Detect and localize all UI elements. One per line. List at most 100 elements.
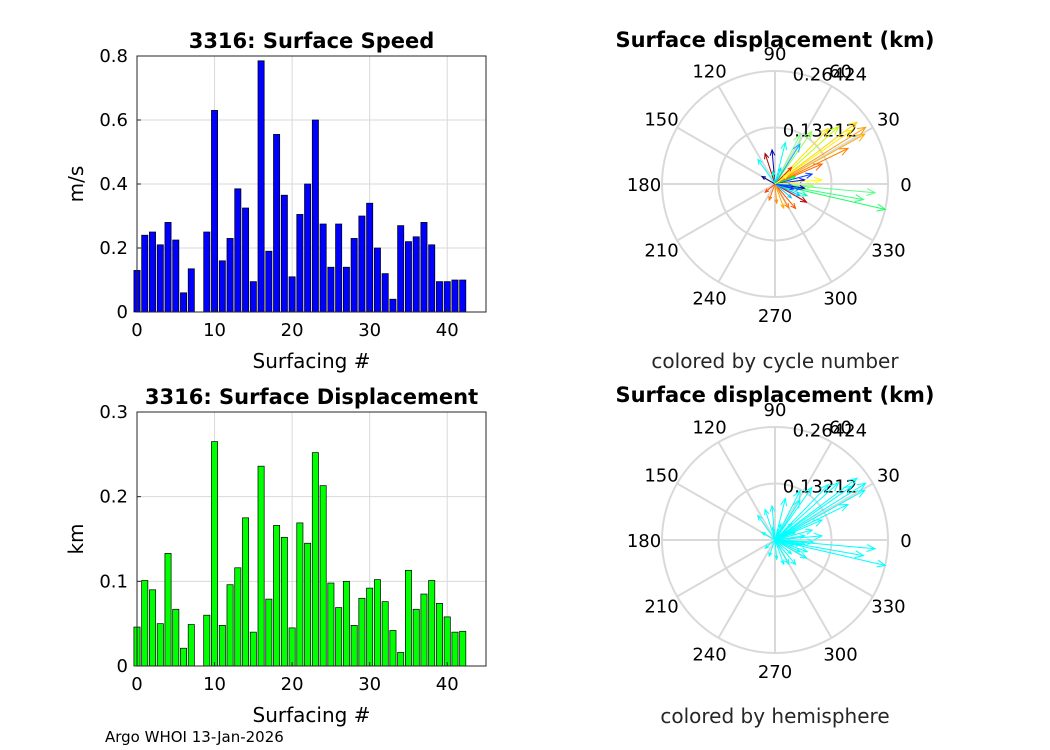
arrow-shaft-11: [774, 134, 801, 185]
bar-19: [280, 536, 288, 667]
arrow-shaft-31: [768, 183, 776, 201]
bar-7: [187, 268, 195, 313]
arrow-head-12: [813, 519, 824, 527]
polar-title: Surface displacement (km): [615, 383, 934, 407]
arrow-head-0: [876, 559, 887, 568]
arrow-head-11: [793, 489, 801, 500]
arrow-shaft-20: [774, 535, 822, 541]
arrow-head-0: [876, 203, 887, 212]
arrow-shaft-13: [774, 143, 801, 185]
bar-20: [288, 627, 296, 667]
arrow-head-13: [792, 143, 801, 153]
bar-31: [373, 579, 381, 667]
arrow-shaft-20: [774, 179, 822, 185]
bar-34: [397, 652, 405, 667]
bar-2: [149, 231, 156, 313]
radial-tick-label: 0.26424: [793, 65, 867, 86]
arrow-head-6: [843, 485, 854, 494]
bar-39: [436, 602, 443, 667]
arrow-shaft-31: [768, 539, 776, 557]
bar-24: [319, 485, 327, 667]
bar-9: [203, 614, 211, 667]
bar-23: [311, 119, 319, 313]
angle-tick-label: 90: [764, 400, 787, 421]
arrow-head-15: [769, 504, 776, 512]
arrow-head-13: [792, 499, 801, 509]
angle-tick-label: 180: [627, 175, 661, 196]
y-tick-label: 0.3: [99, 402, 128, 423]
x-tick-label: 30: [358, 674, 381, 695]
arrow-head-34: [760, 175, 767, 181]
arrow-shaft-29: [774, 183, 792, 199]
bar-26: [335, 223, 343, 313]
arrow-head-37: [787, 522, 793, 528]
polar-caption: colored by cycle number: [651, 349, 899, 373]
arrow-head-36: [795, 547, 802, 553]
surface-displacement-chart: 0 10 20 30 40 0 0.1 0.2 0.3 3316: Surface Displac…: [64, 385, 487, 727]
arrow-shaft-3: [774, 482, 866, 541]
x-tick-label: 20: [281, 320, 304, 341]
arrow-head-38: [771, 170, 776, 176]
x-tick-label: 10: [203, 674, 226, 695]
arrow-shaft-17: [757, 515, 776, 541]
bar-25: [327, 266, 335, 313]
arrow-shaft-39: [774, 183, 794, 190]
polar-caption: colored by hemisphere: [660, 704, 889, 728]
angle-tick-label: 330: [871, 597, 905, 618]
arrow-shaft-8: [774, 147, 849, 185]
arrow-head-2: [854, 550, 865, 559]
bar-15: [249, 631, 257, 667]
arrow-shaft-25: [774, 183, 807, 203]
arrow-head-22: [800, 191, 809, 197]
arrow-head-21: [806, 538, 815, 545]
arrow-shaft-11: [774, 490, 801, 541]
bar-27: [342, 580, 350, 667]
arrow-shaft-35: [764, 183, 776, 193]
x-tick-label: 0: [131, 320, 142, 341]
arrow-shaft-39: [774, 539, 794, 546]
angle-tick-label: 210: [644, 597, 678, 618]
bar-1: [141, 580, 149, 667]
bar-10: [211, 110, 219, 313]
arrow-head-20: [813, 176, 824, 185]
arrow-head-30: [774, 199, 779, 205]
arrow-head-27: [784, 559, 790, 566]
angle-tick-label: 30: [877, 466, 900, 487]
bar-26: [335, 607, 343, 667]
bar-31: [373, 247, 381, 313]
x-tick-label: 10: [203, 320, 226, 341]
y-tick-label: 0.2: [99, 238, 128, 259]
y-tick-label: 0.6: [99, 110, 128, 131]
arrow-head-33: [777, 522, 782, 528]
bar-39: [436, 281, 443, 313]
arrow-head-10: [803, 486, 813, 497]
arrow-head-12: [813, 163, 824, 171]
arrow-head-33: [777, 166, 782, 172]
angle-tick-label: 120: [692, 418, 726, 439]
bar-16: [257, 465, 265, 667]
arrow-shaft-5: [774, 489, 866, 541]
arrow-head-4: [848, 121, 858, 131]
plot-area: [137, 412, 486, 666]
bar-35: [404, 241, 412, 313]
footer-note: Argo WHOI 13-Jan-2026: [105, 728, 284, 746]
arrow-head-28: [780, 203, 785, 210]
bar-37: [420, 593, 428, 667]
x-axis-label: Surfacing #: [253, 703, 371, 727]
arrow-head-41: [783, 174, 789, 180]
bar-17: [265, 250, 273, 313]
arrow-shaft-30: [774, 183, 778, 204]
arrow-head-28: [780, 559, 785, 566]
arrow-shaft-4: [774, 121, 858, 185]
bar-40: [443, 281, 451, 313]
arrow-shaft-28: [774, 539, 785, 565]
arrow-head-40: [788, 539, 794, 544]
arrow-head-22: [800, 547, 809, 553]
bar-32: [381, 601, 389, 667]
chart-title: 3316: Surface Displacement: [145, 385, 478, 409]
arrow-head-7: [829, 125, 840, 136]
arrow-shaft-40: [774, 539, 793, 542]
arrow-head-23: [799, 540, 806, 547]
bar-2: [149, 589, 156, 667]
bar-11: [218, 260, 226, 313]
